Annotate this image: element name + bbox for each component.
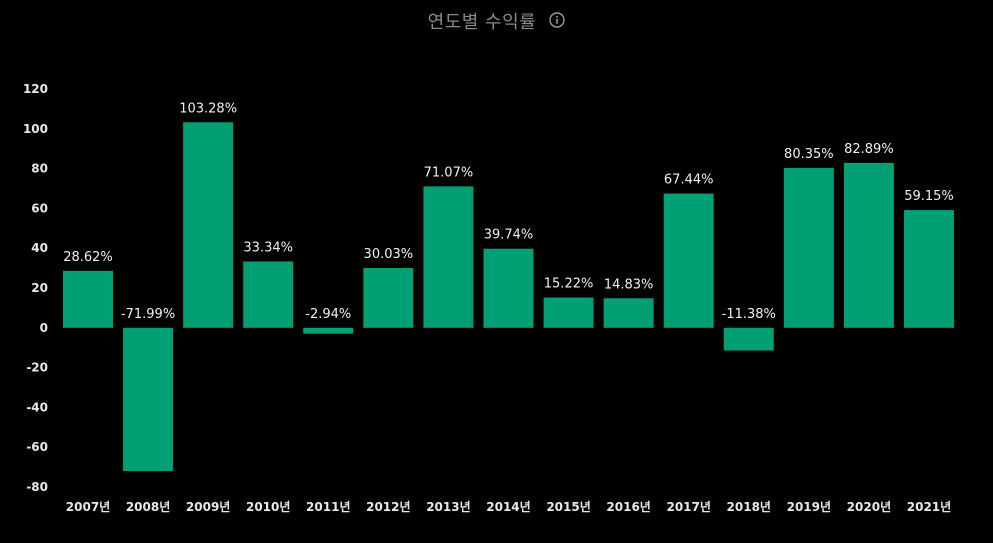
data-label: 30.03% — [364, 247, 414, 262]
x-tick-label: 2015년 — [546, 500, 590, 514]
x-tick-label: 2020년 — [847, 500, 891, 514]
y-tick-label: -20 — [26, 361, 48, 375]
y-tick-label: 20 — [31, 281, 48, 295]
bar — [903, 210, 954, 328]
data-label: 28.62% — [63, 250, 113, 265]
bar — [63, 270, 113, 328]
x-tick-label: 2007년 — [66, 500, 110, 514]
bar — [363, 268, 414, 328]
y-tick-label: -60 — [26, 440, 48, 454]
data-label: 15.22% — [544, 277, 594, 292]
x-tick-label: 2011년 — [306, 500, 350, 514]
data-label: -2.94% — [305, 307, 351, 322]
data-label: 103.28% — [179, 101, 237, 116]
bar — [783, 167, 834, 328]
data-label: 80.35% — [784, 147, 834, 162]
chart-title-area: 연도별 수익률 — [0, 8, 993, 34]
bar — [603, 298, 654, 328]
bar — [303, 327, 354, 334]
y-tick-label: 60 — [31, 201, 48, 215]
y-tick-label: 80 — [31, 162, 48, 176]
x-tick-label: 2019년 — [787, 500, 831, 514]
data-label: -71.99% — [121, 307, 175, 322]
x-tick-label: 2018년 — [727, 500, 771, 514]
y-tick-label: 0 — [40, 321, 48, 335]
bar — [483, 248, 534, 328]
y-tick-label: 100 — [23, 122, 48, 136]
x-tick-label: 2013년 — [426, 500, 470, 514]
chart-title: 연도별 수익률 — [427, 12, 537, 33]
data-label: 82.89% — [844, 142, 894, 157]
y-tick-label: -40 — [26, 400, 48, 414]
data-label: 67.44% — [664, 173, 714, 188]
info-circle-icon[interactable] — [549, 11, 566, 32]
data-label: -11.38% — [722, 307, 776, 322]
x-tick-label: 2021년 — [907, 500, 951, 514]
bar — [543, 297, 594, 328]
bar — [123, 327, 174, 472]
x-tick-label: 2017년 — [666, 500, 710, 514]
x-tick-label: 2010년 — [246, 500, 290, 514]
y-tick-label: -80 — [26, 480, 48, 494]
bar — [843, 162, 894, 328]
data-label: 33.34% — [243, 240, 293, 255]
x-tick-label: 2012년 — [366, 500, 410, 514]
x-tick-label: 2016년 — [606, 500, 650, 514]
bar — [183, 122, 234, 328]
data-label: 39.74% — [484, 228, 534, 243]
data-label: 59.15% — [904, 189, 954, 204]
data-label: 71.07% — [424, 165, 474, 180]
bar — [423, 186, 474, 328]
x-tick-label: 2008년 — [126, 500, 170, 514]
bar — [663, 193, 714, 328]
x-tick-label: 2009년 — [186, 500, 230, 514]
y-tick-label: 120 — [23, 82, 48, 96]
x-tick-label: 2014년 — [486, 500, 530, 514]
bar — [243, 261, 294, 328]
bar — [723, 327, 774, 351]
y-tick-label: 40 — [31, 241, 48, 255]
data-label: 14.83% — [604, 277, 654, 292]
